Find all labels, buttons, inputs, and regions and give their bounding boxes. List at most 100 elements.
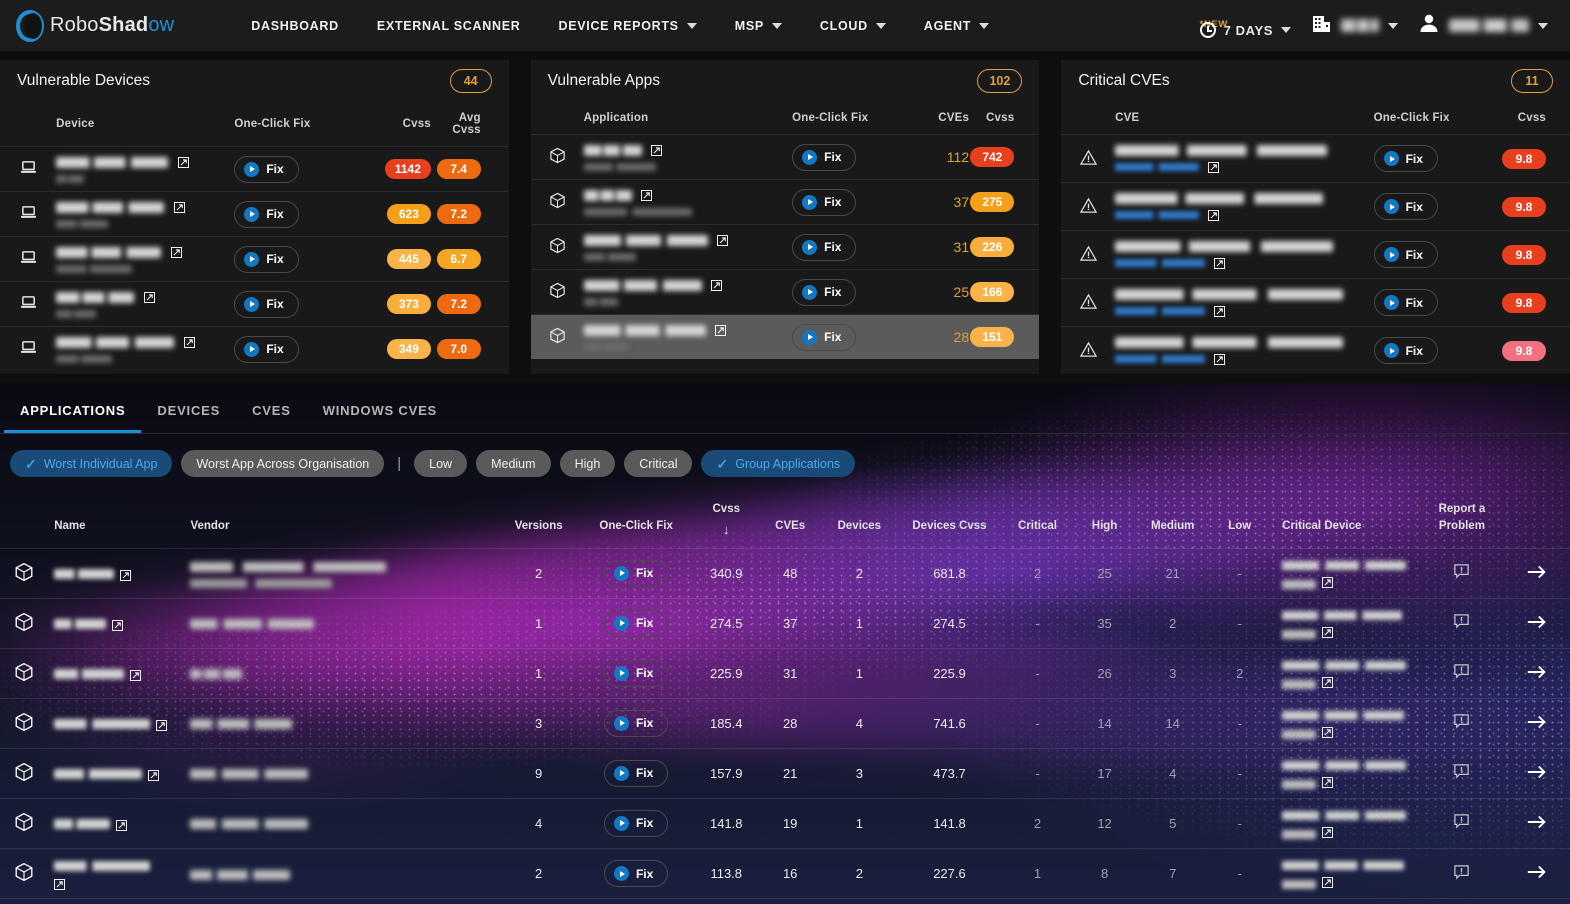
th-medium[interactable]: Medium [1150,520,1195,533]
external-link-icon[interactable] [183,337,195,349]
table-row[interactable]: 2 Fix 113.8 16 2 227.6 1 8 7 - [0,848,1570,899]
cve-id[interactable] [1115,355,1206,363]
external-link-icon[interactable] [170,247,182,259]
table-row[interactable]: 3 Fix 185.4 28 4 741.6 - 14 14 - [0,698,1570,748]
external-link-icon[interactable] [650,145,662,157]
nav-device-reports[interactable]: DEVICE REPORTS [539,0,715,51]
fix-button[interactable]: Fix [603,759,669,787]
th-cve[interactable]: CVE [1115,102,1374,135]
external-link-icon[interactable] [112,619,124,631]
user-account-menu[interactable] [1418,12,1548,39]
nav-agent[interactable]: AGENT [905,0,1008,51]
fix-button[interactable]: Fix [603,809,669,837]
table-row[interactable]: Fix 112 742 [530,134,1040,180]
table-row[interactable]: 1 Fix 274.5 37 1 274.5 - 35 2 - [0,598,1570,648]
fix-button[interactable]: Fix [1373,241,1438,268]
table-row[interactable]: Fix 9.8 [1061,182,1570,231]
chip-low[interactable]: Low [414,450,468,477]
external-link-icon[interactable] [173,202,185,214]
arrow-right-icon[interactable] [1526,813,1548,831]
table-row[interactable]: Fix 9.8 [1061,134,1570,183]
th-vendor[interactable]: Vendor [190,520,230,533]
external-link-icon[interactable] [1214,354,1226,366]
report-problem-icon[interactable] [1453,813,1470,830]
fix-button[interactable]: Fix [792,143,857,171]
th-application[interactable]: Application [583,102,793,135]
brand-logo[interactable]: RoboShadow [14,9,174,42]
cve-id[interactable] [1115,163,1200,171]
th-devices-cvss[interactable]: Devices Cvss [912,520,987,533]
external-link-icon[interactable] [1214,258,1226,270]
th-cves[interactable]: CVEs [906,102,970,135]
th-cvss[interactable]: Cvss [1497,102,1570,135]
external-link-icon[interactable] [640,190,652,202]
report-problem-icon[interactable] [1453,763,1470,780]
external-link-icon[interactable] [177,157,189,169]
nav-cloud[interactable]: CLOUD [801,0,905,51]
table-row[interactable]: 9 Fix 157.9 21 3 473.7 - 17 4 - [0,748,1570,798]
table-row[interactable]: Fix 1142 7.4 [0,146,509,192]
th-versions[interactable]: Versions [514,520,563,533]
fix-button[interactable]: Fix [234,155,299,183]
table-row[interactable]: Fix 9.8 [1061,278,1570,327]
table-row[interactable]: Fix 373 7.2 [0,281,509,327]
external-link-icon[interactable] [1322,776,1334,788]
th-one-click-fix[interactable]: One-Click Fix [792,102,907,135]
external-link-icon[interactable] [143,292,155,304]
chip-medium[interactable]: Medium [476,450,551,477]
external-link-icon[interactable] [1322,876,1334,889]
th-cves[interactable]: CVEs [775,520,806,533]
tab-windows-cves[interactable]: WINDOWS CVES [322,403,438,418]
table-row[interactable]: Fix 349 7.0 [0,327,509,372]
arrow-right-icon[interactable] [1526,713,1548,731]
external-link-icon[interactable] [148,769,160,781]
th-cvss[interactable]: Cvss [353,102,431,147]
chip-worst-app-across-organisation[interactable]: Worst App Across Organisation [181,450,385,477]
fix-button[interactable]: Fix [234,245,299,273]
arrow-right-icon[interactable] [1526,763,1548,781]
nav-external-scanner[interactable]: EXTERNAL SCANNER [358,0,540,51]
external-link-icon[interactable] [716,235,728,247]
th-one-click-fix[interactable]: One-Click Fix [234,102,354,147]
table-row[interactable]: Fix 37 275 [530,179,1040,225]
report-problem-icon[interactable] [1453,713,1470,730]
external-link-icon[interactable] [130,669,142,681]
fix-button[interactable]: Fix [234,290,299,318]
arrow-right-icon[interactable] [1526,863,1548,881]
fix-button[interactable]: Fix [603,609,669,637]
tab-cves[interactable]: CVES [252,403,291,418]
arrow-right-icon[interactable] [1526,563,1548,581]
fix-button[interactable]: Fix [1373,193,1438,220]
table-row[interactable]: Fix 9.8 [1061,327,1570,375]
fix-button[interactable]: Fix [1373,337,1438,364]
table-row[interactable]: Fix 623 7.2 [0,191,509,237]
report-problem-icon[interactable] [1453,563,1470,580]
table-row[interactable]: 3 Fix 103 14 3 309 - 12 2 - [0,898,1570,904]
th-devices[interactable]: Devices [837,520,882,533]
chip-worst-individual-app[interactable]: ✓ Worst Individual App [10,450,173,477]
chip-high[interactable]: High [559,450,616,477]
external-link-icon[interactable] [156,719,168,731]
fix-button[interactable]: Fix [1373,145,1438,172]
th-cvss[interactable]: Cvss [969,102,1040,135]
tab-applications[interactable]: APPLICATIONS [4,393,142,433]
external-link-icon[interactable] [710,280,722,292]
fix-button[interactable]: Fix [792,188,857,216]
cve-id[interactable] [1115,307,1206,315]
arrow-right-icon[interactable] [1526,663,1548,681]
table-row[interactable]: Fix 25 166 [530,269,1040,315]
table-row[interactable]: 4 Fix 141.8 19 1 141.8 2 12 5 - [0,798,1570,848]
report-problem-icon[interactable] [1453,864,1470,881]
fix-button[interactable]: Fix [792,233,857,261]
table-row-selected[interactable]: Fix 28 151 [530,314,1040,359]
th-critical-device[interactable]: Critical Device [1282,520,1362,533]
fix-button[interactable]: Fix [603,860,669,888]
th-critical[interactable]: Critical [1017,520,1057,533]
external-link-icon[interactable] [1322,626,1334,638]
th-cvss[interactable]: Cvss ↓ [694,497,759,548]
external-link-icon[interactable] [1208,210,1220,222]
th-device[interactable]: Device [56,102,235,147]
fix-button[interactable]: Fix [603,559,669,587]
fix-button[interactable]: Fix [603,709,669,737]
external-link-icon[interactable] [1322,726,1334,738]
